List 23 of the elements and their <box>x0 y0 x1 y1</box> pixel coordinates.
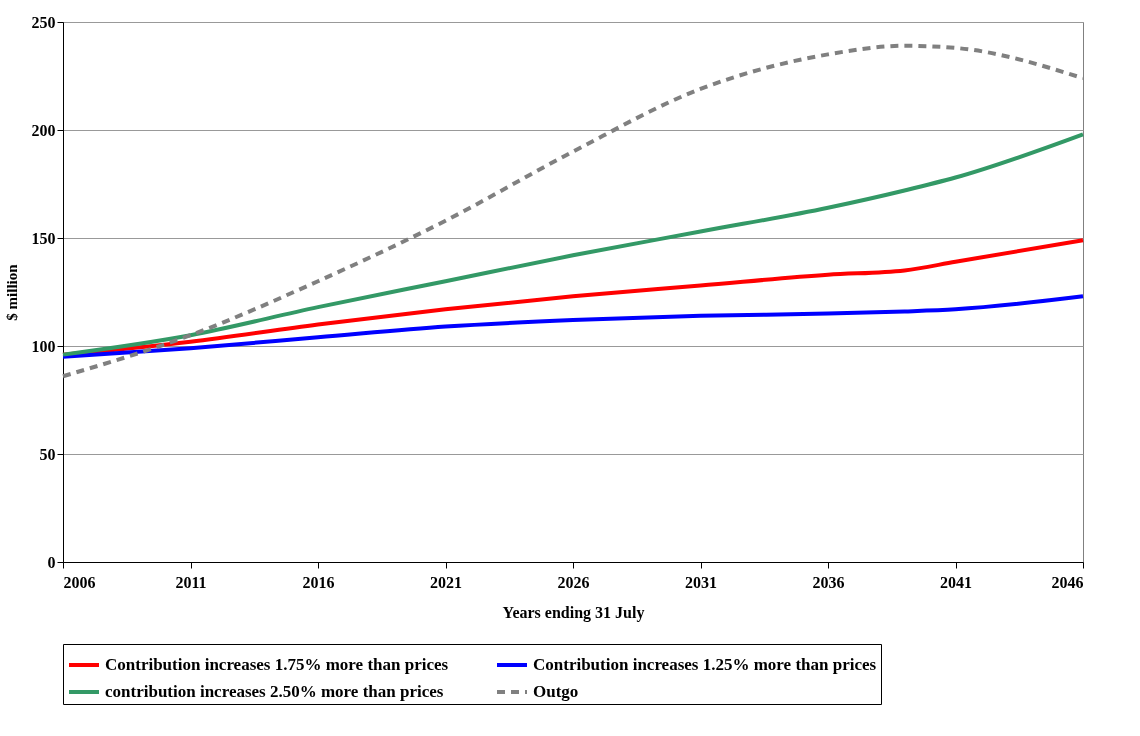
x-tick-label: 2041 <box>940 573 972 591</box>
y-tick-label: 50 <box>39 445 56 463</box>
x-tick-label: 2046 <box>1051 573 1084 591</box>
x-tick-label: 2006 <box>63 573 96 591</box>
y-axis-title: $ million <box>3 263 20 321</box>
y-tick-label: 250 <box>31 13 56 31</box>
line-series <box>61 132 1085 357</box>
y-tick-label: 0 <box>47 553 56 571</box>
x-tick-label: 2036 <box>812 573 845 591</box>
x-tick-label: 2021 <box>430 573 462 591</box>
y-tick-label: 150 <box>31 229 56 247</box>
x-tick-label: 2031 <box>685 573 717 591</box>
legend-label: Contribution increases 1.75% more than prices <box>105 655 449 674</box>
y-tick-label: 100 <box>31 337 56 355</box>
x-tick-label: 2026 <box>557 573 590 591</box>
legend-label: Outgo <box>533 682 579 701</box>
legend-label: contribution increases 2.50% more than prices <box>105 682 444 701</box>
x-tick-label: 2016 <box>302 573 335 591</box>
x-axis-title: Years ending 31 July <box>502 603 645 622</box>
x-tick-label: 2011 <box>175 573 207 591</box>
legend-label: Contribution increases 1.25% more than prices <box>533 655 877 674</box>
y-tick-label: 200 <box>31 121 56 139</box>
line-series <box>61 294 1085 359</box>
